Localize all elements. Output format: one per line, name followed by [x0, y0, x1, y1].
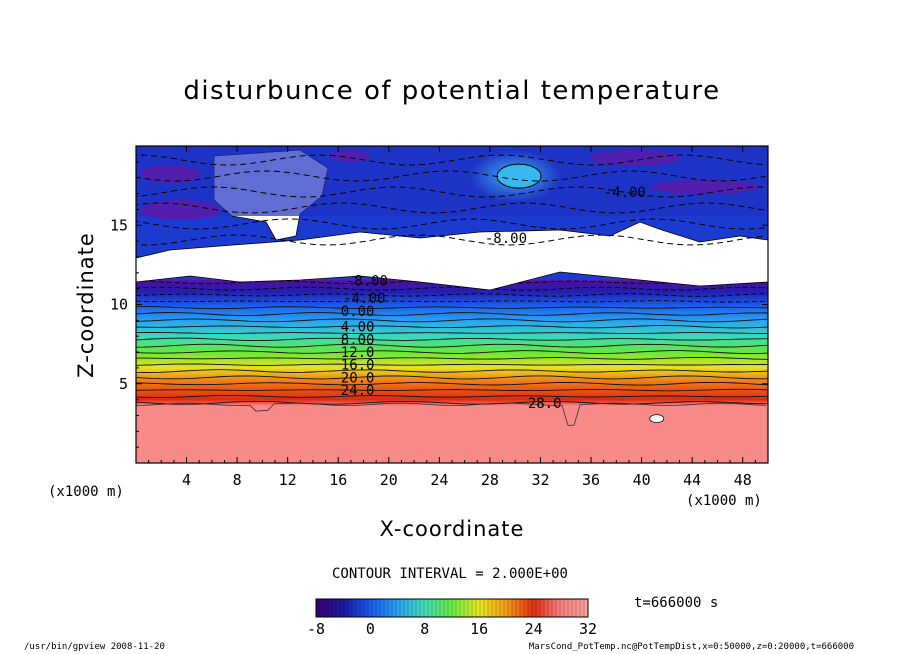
x-tick-label: 20	[380, 471, 398, 489]
upper-patch	[650, 180, 760, 194]
colorbar-tick-label: 0	[366, 620, 375, 638]
contour-line	[136, 363, 768, 366]
colorbar-tick-label: 32	[579, 620, 597, 638]
x-tick-label: 28	[481, 471, 499, 489]
x-axis-unit-left: (x1000 m)	[48, 484, 124, 500]
upper-contour	[136, 234, 767, 246]
contour-line	[136, 337, 768, 342]
contour-label: 0.00	[341, 304, 375, 320]
contour-label: 20.0	[341, 370, 375, 386]
contour-line	[136, 388, 768, 392]
contour-line	[136, 300, 768, 303]
x-tick-label: 40	[633, 471, 651, 489]
x-tick-label: 36	[582, 471, 600, 489]
colorbar-tick-label: 16	[470, 620, 488, 638]
field-stratified	[136, 280, 768, 463]
x-axis-unit-right: (x1000 m)	[686, 493, 762, 509]
contour-line	[136, 400, 768, 405]
x-tick-label: 4	[182, 471, 191, 489]
x-tick-label: 12	[279, 471, 297, 489]
contour-line	[136, 343, 768, 348]
plot-area	[136, 146, 768, 463]
contour-lines	[136, 280, 768, 426]
x-axis-ticks: 4 8 12 16 20 24 28 32 36 40 44 48	[148, 146, 756, 489]
contour-line	[136, 402, 767, 426]
contour-label: 8.00	[341, 332, 375, 348]
upper-patch	[590, 150, 680, 166]
upper-contour	[136, 170, 767, 182]
upper-contours	[136, 146, 768, 246]
colorbar: -8 0 8 16 24 32	[307, 598, 597, 638]
x-tick-label: 8	[233, 471, 242, 489]
contour-line	[136, 375, 768, 380]
contour-label: 28.0	[528, 396, 562, 412]
upper-patch	[140, 165, 200, 183]
upper-contour	[136, 186, 767, 198]
contour-line	[136, 350, 768, 354]
contour-line	[136, 312, 768, 316]
z-axis-ticks: 5 10 15	[110, 161, 768, 448]
contour-label: -4.00	[343, 291, 385, 307]
contour-label: 4.00	[341, 320, 375, 336]
x-tick-label: 44	[683, 471, 701, 489]
colorbar-fill	[316, 599, 588, 617]
contour-label: 12.0	[341, 345, 375, 361]
contour-labels: -8.00-4.000.004.008.0012.016.020.024.028…	[341, 185, 646, 412]
upper-patch	[140, 200, 220, 220]
z-axis-title: Z-coordinate	[74, 232, 98, 378]
x-axis-title: X-coordinate	[380, 517, 525, 541]
z-tick-label: 5	[119, 375, 128, 393]
x-tick-label: 48	[734, 471, 752, 489]
colorbar-frame	[315, 598, 589, 618]
colorbar-stripes	[319, 599, 585, 617]
contour-label: -4.00	[604, 185, 646, 201]
upper-cell	[496, 163, 542, 189]
colorbar-tick-label: 24	[525, 620, 543, 638]
upper-contour	[136, 218, 767, 230]
contour-line	[136, 332, 768, 334]
chart-title: disturbunce of potential temperature	[183, 76, 721, 106]
contour-line	[136, 356, 768, 360]
contour-label: 16.0	[341, 358, 375, 374]
contour-line	[136, 395, 768, 398]
colorbar-tick-label: -8	[307, 620, 325, 638]
contour-line	[136, 318, 768, 323]
contour-label: -8.00	[485, 231, 527, 247]
upper-contour	[136, 154, 767, 166]
colorbar-tick-label: 8	[420, 620, 429, 638]
contour-label: 24.0	[341, 383, 375, 399]
contour-closed	[649, 414, 665, 424]
footer-command: /usr/bin/gpview 2008-11-20	[24, 642, 165, 652]
contour-label: -8.00	[346, 274, 388, 290]
x-tick-label: 24	[430, 471, 448, 489]
contour-line	[136, 293, 768, 297]
contour-interval-label: CONTOUR INTERVAL = 2.000E+00	[331, 566, 568, 582]
x-tick-label: 16	[329, 471, 347, 489]
z-tick-label: 15	[110, 216, 128, 234]
contour-line	[136, 381, 768, 386]
upper-contour	[136, 202, 767, 214]
contour-line	[136, 286, 768, 291]
contour-line	[136, 325, 768, 329]
void-region	[136, 221, 768, 291]
colorbar-ticks: -8 0 8 16 24 32	[307, 620, 597, 638]
x-tick-label: 32	[531, 471, 549, 489]
contour-line	[136, 306, 768, 310]
z-tick-label: 10	[110, 296, 128, 314]
contour-line	[136, 369, 768, 373]
footer-source: MarsCond_PotTemp.nc@PotTempDist,x=0:5000…	[528, 642, 854, 652]
time-label: t=666000 s	[634, 595, 719, 611]
